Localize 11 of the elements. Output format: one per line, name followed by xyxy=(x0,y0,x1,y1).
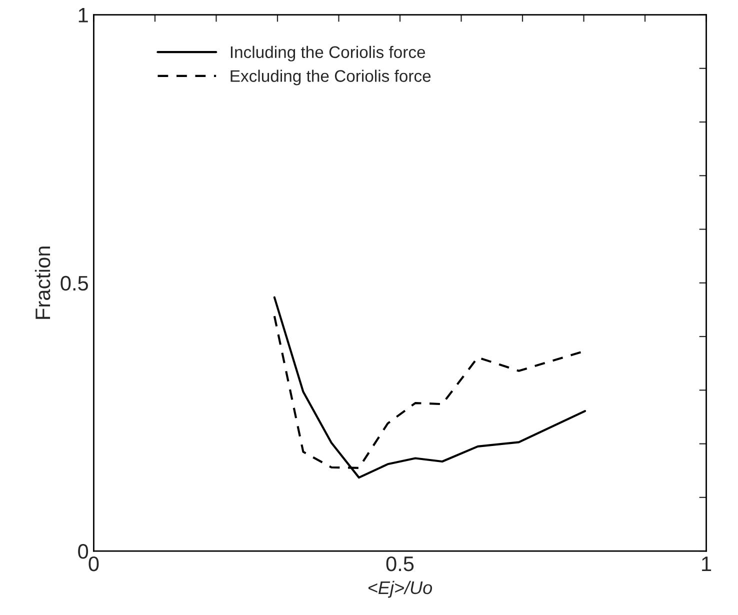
x-tick-label: 1 xyxy=(702,556,712,571)
x-axis-title: <Ej>/Uo xyxy=(368,580,432,598)
line-series xyxy=(273,296,586,479)
legend-label: Including the Coriolis force xyxy=(230,46,426,62)
y-tick-label: 1 xyxy=(78,8,88,22)
y-tick-label: 0 xyxy=(78,544,88,559)
y-axis-title: Fraction xyxy=(34,246,50,319)
x-tick-label: 0.5 xyxy=(386,556,414,572)
legend-label: Excluding the Coriolis force xyxy=(230,70,431,86)
x-tick-label: 0 xyxy=(88,556,99,572)
y-tick-label: 0.5 xyxy=(60,276,88,291)
